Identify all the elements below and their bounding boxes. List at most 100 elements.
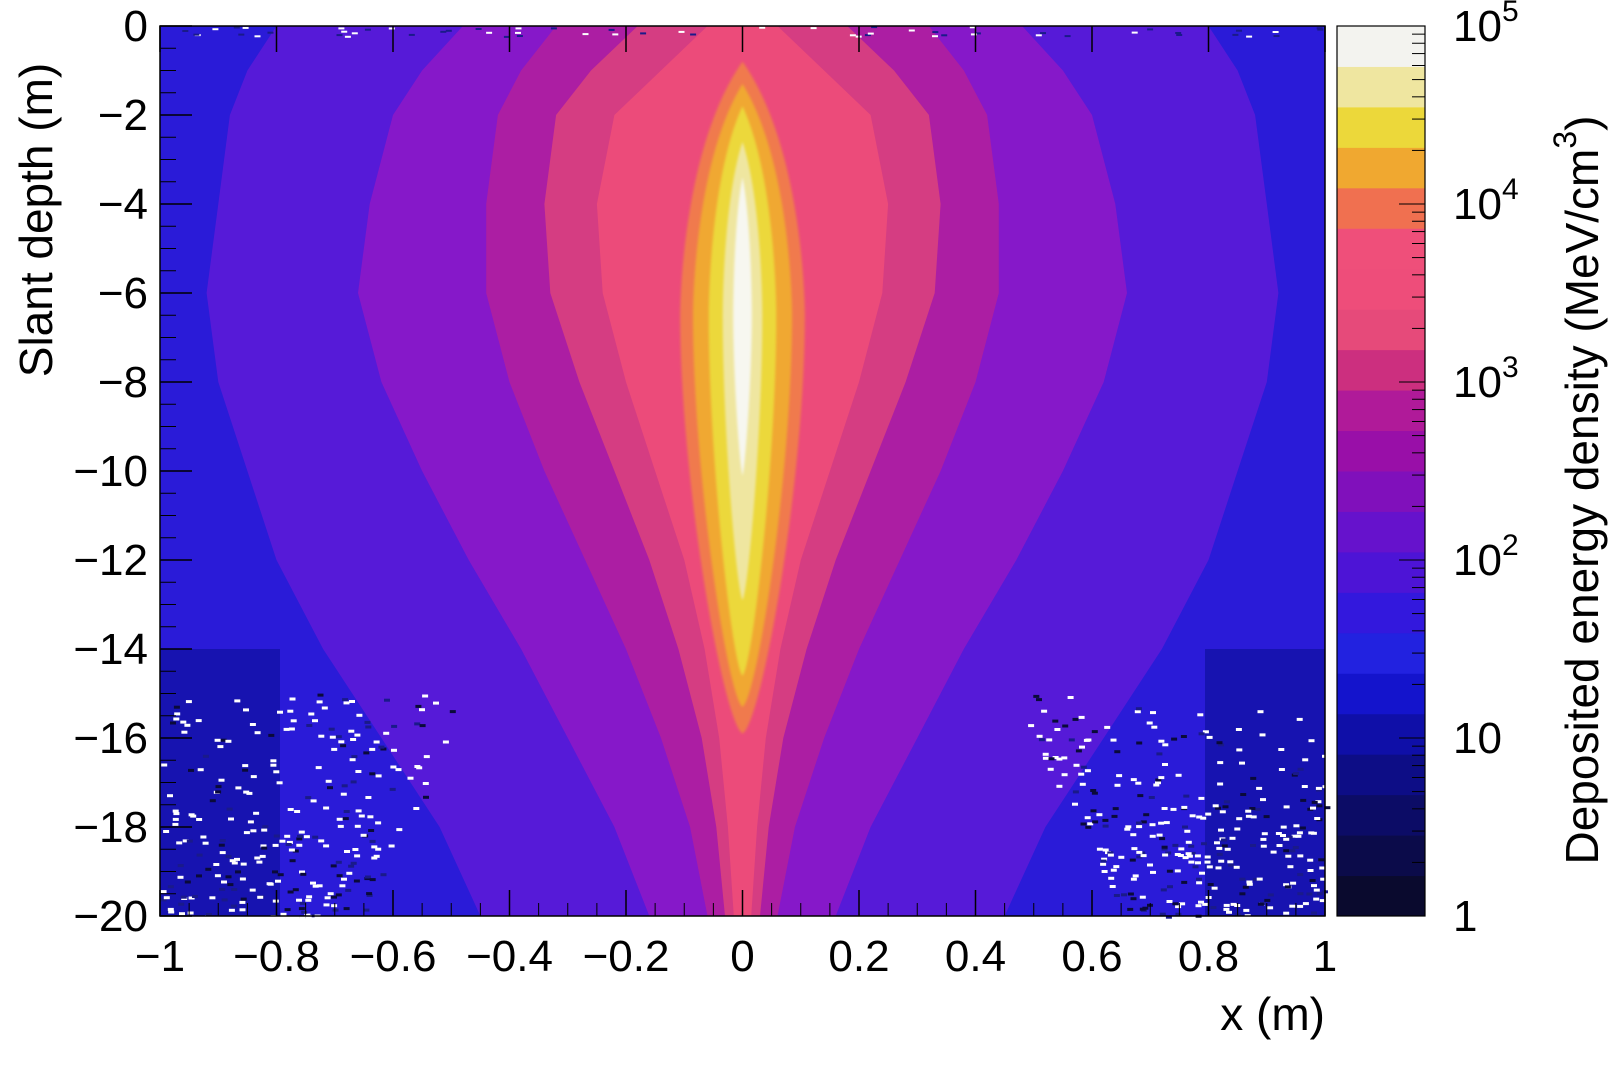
x-tick-label: 0 xyxy=(730,932,754,981)
empty-bin xyxy=(298,830,305,834)
empty-bin xyxy=(253,811,260,815)
y-tick-label: −2 xyxy=(98,91,148,140)
empty-bin xyxy=(1035,34,1042,37)
empty-bin xyxy=(331,895,337,899)
empty-bin xyxy=(445,29,452,32)
empty-bin xyxy=(1096,847,1103,851)
empty-bin xyxy=(342,817,349,821)
empty-bin xyxy=(1273,35,1280,37)
empty-bin xyxy=(1072,790,1079,794)
empty-bin xyxy=(1185,852,1192,856)
empty-bin xyxy=(1080,822,1087,826)
empty-bin xyxy=(867,32,874,35)
empty-bin xyxy=(1250,815,1257,819)
empty-bin xyxy=(369,772,376,776)
empty-bin xyxy=(249,723,256,726)
empty-bin xyxy=(338,27,345,30)
empty-bin xyxy=(1315,786,1322,790)
empty-bin xyxy=(1146,721,1153,725)
empty-bin xyxy=(338,740,345,744)
empty-bin xyxy=(300,872,307,876)
empty-bin xyxy=(974,32,981,35)
colorbar-frame xyxy=(1336,25,1426,917)
empty-bin xyxy=(1246,35,1253,38)
empty-bin xyxy=(184,723,191,727)
colorbar-title-close: ) xyxy=(1556,116,1608,131)
empty-bin xyxy=(1309,879,1316,882)
empty-bin xyxy=(1319,866,1326,870)
empty-bin xyxy=(1229,836,1236,840)
empty-bin xyxy=(1286,835,1293,839)
empty-bin xyxy=(414,765,421,768)
empty-bin xyxy=(257,895,264,899)
empty-bin xyxy=(363,751,370,755)
empty-bin xyxy=(349,758,356,762)
empty-bin xyxy=(1215,806,1221,810)
empty-bin xyxy=(1234,827,1241,831)
empty-bin xyxy=(1172,902,1179,906)
empty-bin xyxy=(1261,832,1268,836)
empty-bin xyxy=(1156,833,1163,837)
empty-bin xyxy=(288,727,295,731)
empty-bin xyxy=(1242,885,1249,889)
empty-bin xyxy=(1102,824,1109,828)
empty-bin xyxy=(335,893,342,897)
empty-bin xyxy=(1302,758,1309,762)
empty-bin xyxy=(212,28,219,31)
empty-bin xyxy=(182,839,189,843)
empty-bin xyxy=(1159,837,1166,841)
empty-bin xyxy=(1137,794,1144,798)
x-tick-label: −0.2 xyxy=(583,932,670,981)
empty-bin xyxy=(354,854,361,858)
empty-bin xyxy=(193,33,200,36)
empty-bin xyxy=(234,699,241,703)
empty-bin xyxy=(1072,802,1078,806)
empty-bin xyxy=(327,786,333,790)
colorbar-segment xyxy=(1337,713,1425,755)
empty-bin xyxy=(1196,815,1203,819)
empty-bin xyxy=(365,725,372,729)
empty-bin xyxy=(234,857,240,861)
empty-bin xyxy=(1206,735,1213,739)
y-tick-label: −12 xyxy=(73,536,148,585)
empty-bin xyxy=(1175,905,1182,909)
empty-bin xyxy=(1311,800,1318,804)
y-tick-label: −6 xyxy=(98,269,148,318)
empty-bin xyxy=(1195,861,1201,865)
y-tick-label: −18 xyxy=(73,803,148,852)
empty-bin xyxy=(284,834,291,838)
colorbar-tick-label: 10 xyxy=(1453,714,1502,763)
empty-bin xyxy=(1216,741,1223,745)
empty-bin xyxy=(1101,857,1108,861)
colorbar-segment xyxy=(1337,592,1425,634)
x-tick-label: 0.4 xyxy=(945,932,1006,981)
empty-bin xyxy=(1239,761,1245,765)
empty-bin xyxy=(1256,786,1263,790)
empty-bin xyxy=(1307,869,1314,872)
empty-bin xyxy=(1150,870,1156,874)
empty-bin xyxy=(1136,821,1142,825)
colorbar-title: Deposited energy density (MeV/cm3) xyxy=(1547,116,1608,865)
empty-bin xyxy=(1181,880,1188,884)
empty-bin xyxy=(242,26,249,29)
empty-bin xyxy=(365,875,371,879)
empty-bin xyxy=(1153,783,1160,787)
empty-bin xyxy=(380,747,387,751)
empty-bin xyxy=(170,721,176,725)
empty-bin xyxy=(1131,31,1138,34)
empty-bin xyxy=(1178,847,1185,851)
empty-bin xyxy=(161,763,168,767)
empty-bin xyxy=(1175,32,1182,34)
empty-bin xyxy=(173,812,180,816)
empty-bin xyxy=(221,880,227,884)
empty-bin xyxy=(337,824,344,828)
empty-bin xyxy=(1179,902,1186,906)
empty-bin xyxy=(1176,34,1183,36)
empty-bin xyxy=(323,844,330,848)
empty-bin xyxy=(290,719,297,723)
empty-bin xyxy=(1319,899,1326,903)
empty-bin xyxy=(285,843,292,846)
empty-bin xyxy=(221,898,228,902)
empty-bin xyxy=(1221,838,1227,842)
empty-bin xyxy=(299,915,306,919)
